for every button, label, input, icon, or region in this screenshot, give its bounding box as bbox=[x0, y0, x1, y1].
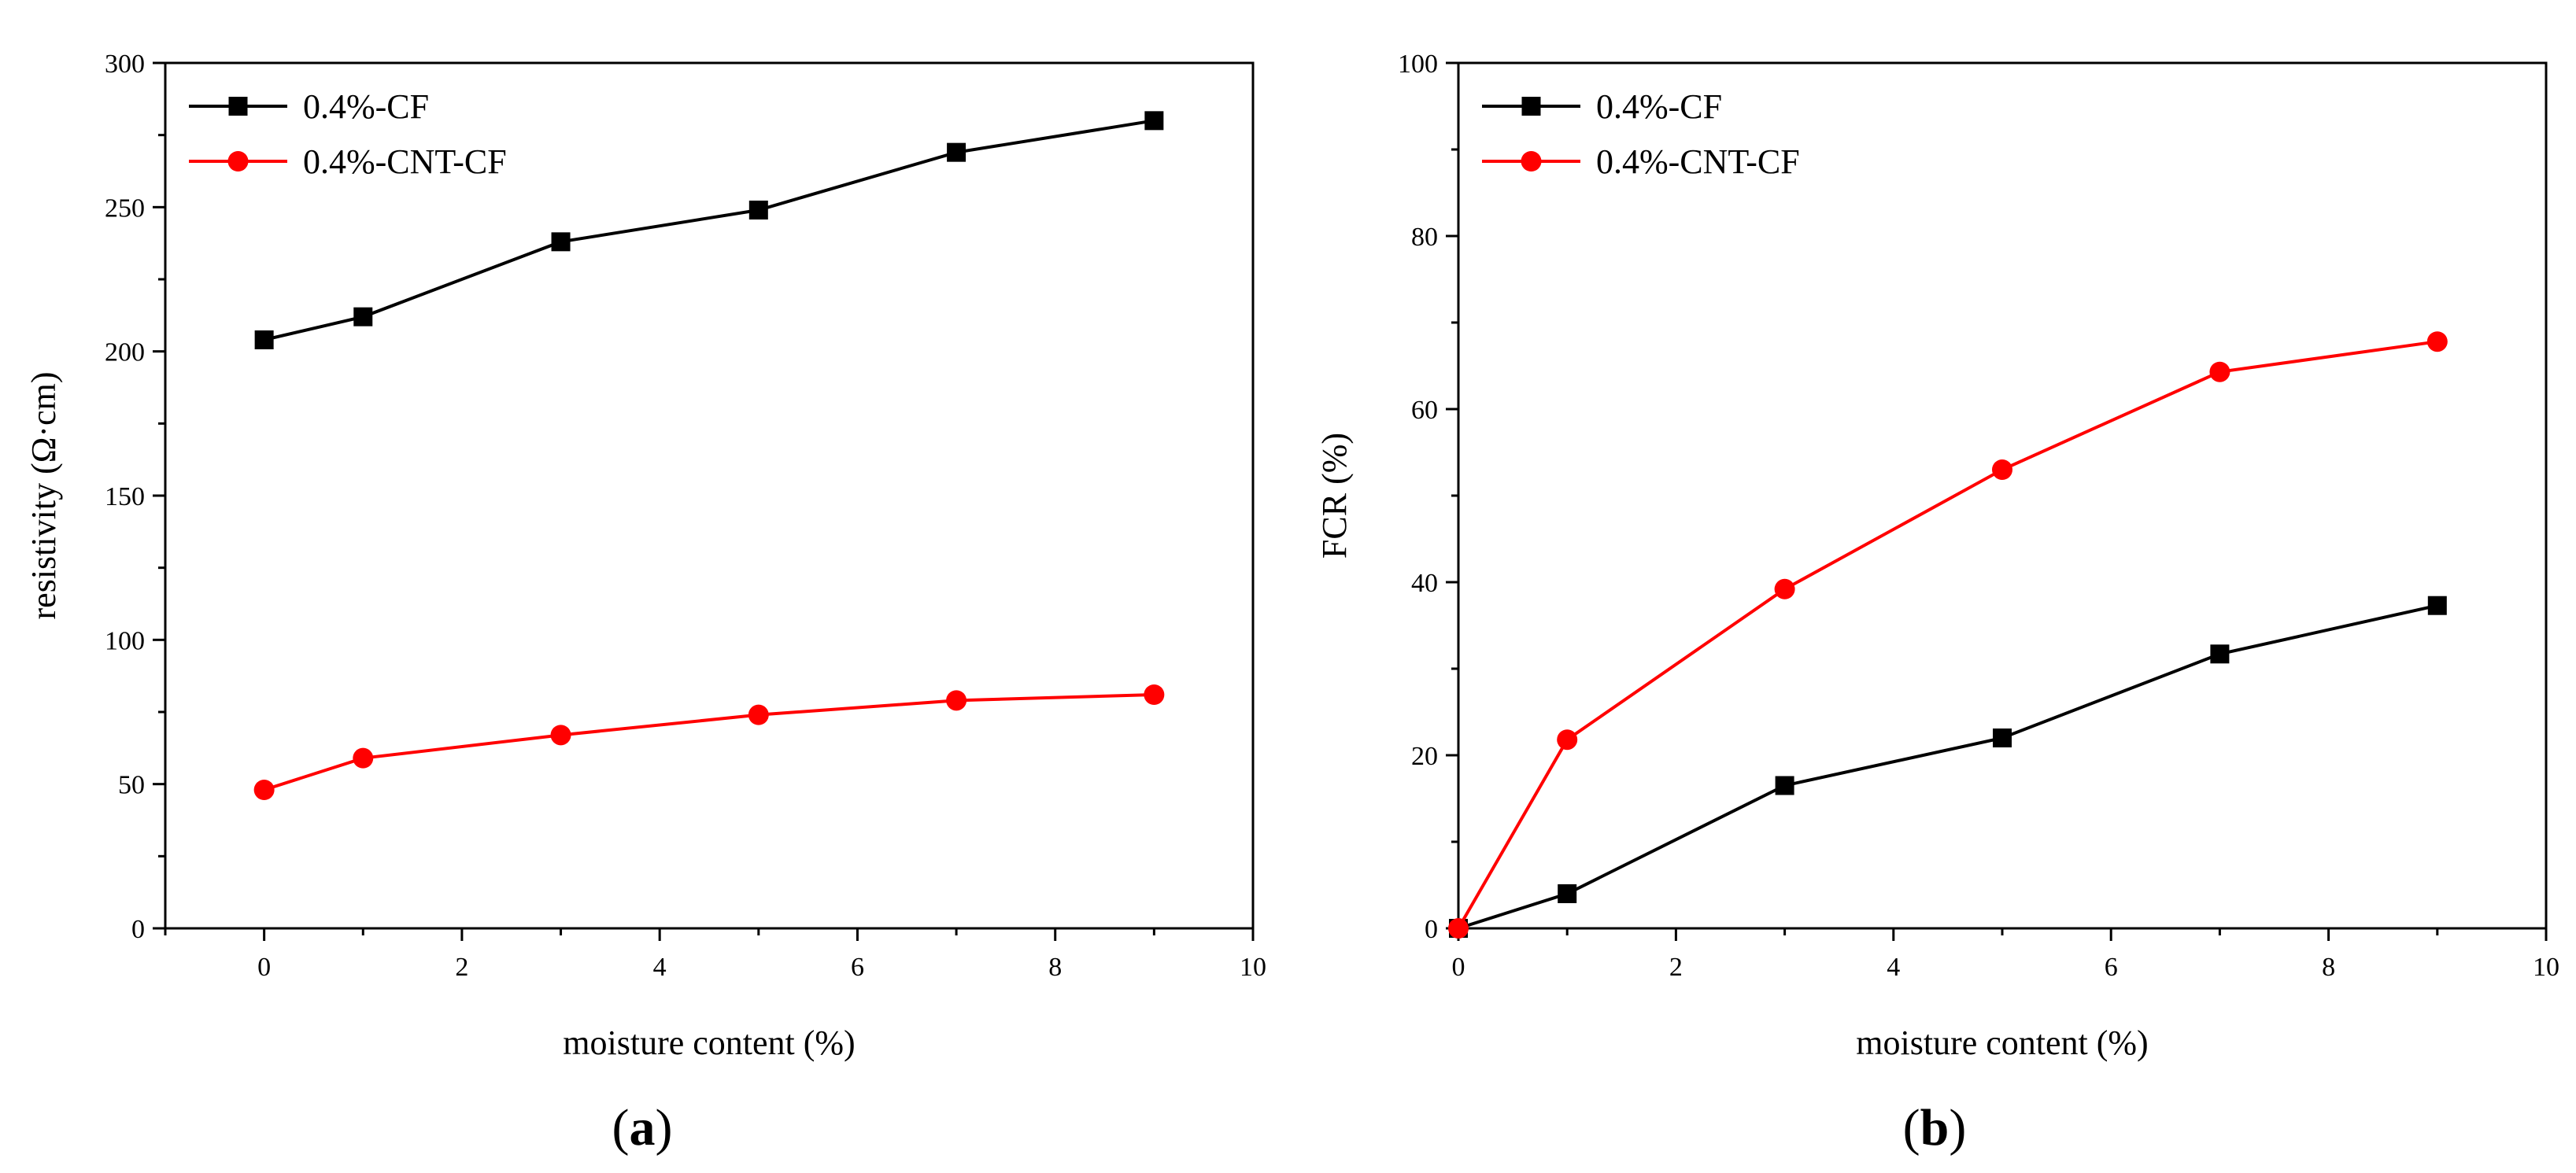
data-point-square bbox=[2210, 644, 2230, 664]
data-point-circle bbox=[1992, 459, 2012, 480]
data-point-square bbox=[1144, 111, 1164, 131]
panel-label: (b) bbox=[1903, 1099, 1967, 1156]
y-tick-label: 20 bbox=[1411, 742, 1438, 771]
x-tick-label: 6 bbox=[2105, 953, 2118, 982]
legend-marker-circle bbox=[1521, 151, 1542, 172]
data-point-square bbox=[2427, 596, 2447, 615]
legend-label: 0.4%-CNT-CF bbox=[1596, 142, 1800, 181]
x-tick-label: 10 bbox=[1240, 953, 1266, 982]
x-tick-label: 10 bbox=[2533, 953, 2559, 982]
y-tick-label: 50 bbox=[118, 771, 145, 800]
panel-label-open-paren: ( bbox=[612, 1099, 630, 1156]
legend-label: 0.4%-CF bbox=[1596, 87, 1722, 126]
panel-label: (a) bbox=[612, 1099, 673, 1156]
x-tick-label: 2 bbox=[1669, 953, 1683, 982]
panel-label-letter: b bbox=[1920, 1099, 1950, 1156]
legend-label: 0.4%-CF bbox=[303, 87, 429, 126]
data-point-circle bbox=[2426, 331, 2448, 352]
data-point-circle bbox=[253, 780, 275, 800]
series-line-0.4%-CNT-CF bbox=[1457, 340, 2438, 929]
data-point-circle bbox=[748, 704, 769, 725]
x-tick-label: 0 bbox=[257, 953, 271, 982]
y-tick-label: 150 bbox=[105, 482, 145, 511]
y-tick-label: 200 bbox=[105, 338, 145, 367]
y-tick-label: 300 bbox=[105, 50, 145, 79]
data-point-circle bbox=[1557, 729, 1578, 751]
data-point-square bbox=[748, 201, 768, 219]
x-tick-label: 4 bbox=[1887, 953, 1900, 982]
data-point-circle bbox=[1774, 578, 1795, 599]
plot-frame bbox=[1457, 61, 2548, 930]
data-point-square bbox=[1558, 884, 1577, 903]
y-tick-label: 250 bbox=[105, 194, 145, 223]
x-tick-label: 6 bbox=[851, 953, 864, 982]
y-tick-label: 80 bbox=[1411, 223, 1438, 252]
x-tick-label: 2 bbox=[455, 953, 468, 982]
y-tick-label: 0 bbox=[1425, 915, 1438, 944]
series-line-0.4%-CNT-CF bbox=[264, 693, 1155, 791]
data-point-circle bbox=[550, 725, 571, 746]
data-point-circle bbox=[1144, 684, 1165, 705]
y-tick-label: 40 bbox=[1411, 569, 1438, 598]
y-tick-label: 0 bbox=[131, 915, 145, 944]
data-point-square bbox=[947, 142, 966, 162]
x-tick-label: 8 bbox=[2322, 953, 2335, 982]
x-tick-label: 0 bbox=[1452, 953, 1465, 982]
data-point-circle bbox=[353, 747, 374, 769]
data-point-square bbox=[551, 232, 571, 252]
y-tick-label: 100 bbox=[105, 626, 145, 655]
series-line-0.4%-CF bbox=[1458, 603, 2438, 930]
panel-label-open-paren: ( bbox=[1903, 1099, 1920, 1156]
x-axis-title: moisture content (%) bbox=[1856, 1024, 2148, 1062]
x-tick-label: 4 bbox=[653, 953, 667, 982]
x-axis-title: moisture content (%) bbox=[563, 1024, 855, 1062]
panel-label-close-paren: ) bbox=[1949, 1099, 1966, 1156]
y-tick-label: 60 bbox=[1411, 396, 1438, 425]
legend-marker-circle bbox=[227, 151, 249, 172]
series-line-0.4%-CF bbox=[264, 119, 1155, 341]
x-tick-label: 8 bbox=[1048, 953, 1062, 982]
data-point-square bbox=[254, 330, 274, 349]
data-point-square bbox=[1993, 729, 2012, 747]
data-point-circle bbox=[946, 690, 967, 711]
data-point-square bbox=[353, 307, 373, 326]
y-tick-label: 100 bbox=[1398, 50, 1438, 79]
legend-label: 0.4%-CNT-CF bbox=[303, 142, 507, 181]
data-point-circle bbox=[1448, 918, 1469, 939]
legend-marker-square bbox=[228, 97, 248, 116]
data-point-circle bbox=[2209, 361, 2230, 382]
plot-frame bbox=[164, 61, 1255, 930]
y-axis-title: resistivity (Ω·cm) bbox=[24, 372, 63, 620]
legend-marker-square bbox=[1521, 97, 1541, 116]
panel-label-close-paren: ) bbox=[656, 1099, 673, 1156]
panel-label-letter: a bbox=[630, 1099, 656, 1156]
y-axis-title: FCR (%) bbox=[1315, 433, 1354, 559]
data-point-square bbox=[1775, 776, 1794, 795]
